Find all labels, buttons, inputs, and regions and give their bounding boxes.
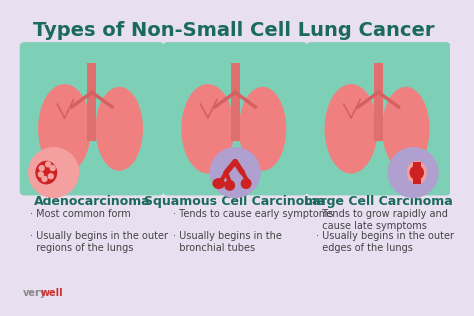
Text: · Tends to cause early symptoms: · Tends to cause early symptoms	[173, 209, 334, 219]
Text: very: very	[23, 288, 47, 298]
Text: · Most common form: · Most common form	[30, 209, 131, 219]
Text: · Tends to grow rapidly and
  cause late symptoms: · Tends to grow rapidly and cause late s…	[316, 209, 448, 231]
Text: Large Cell Carcinoma: Large Cell Carcinoma	[304, 195, 453, 208]
Text: Squamous Cell Carcinoma: Squamous Cell Carcinoma	[144, 195, 326, 208]
Bar	[87, 63, 97, 141]
Bar	[374, 63, 383, 141]
Text: well: well	[41, 288, 64, 298]
Bar	[231, 63, 240, 141]
Ellipse shape	[241, 178, 252, 189]
FancyBboxPatch shape	[306, 42, 450, 195]
Circle shape	[38, 165, 45, 171]
Text: Types of Non-Small Cell Lung Cancer: Types of Non-Small Cell Lung Cancer	[33, 21, 434, 40]
Circle shape	[37, 171, 44, 178]
Ellipse shape	[224, 180, 235, 191]
Text: · Usually begins in the
  bronchial tubes: · Usually begins in the bronchial tubes	[173, 231, 282, 252]
Bar	[413, 162, 421, 184]
Ellipse shape	[38, 84, 91, 173]
Ellipse shape	[182, 84, 234, 173]
FancyBboxPatch shape	[163, 42, 307, 195]
Circle shape	[410, 165, 424, 180]
Circle shape	[28, 147, 79, 198]
Circle shape	[41, 176, 48, 182]
Text: · Usually begins in the outer
  edges of the lungs: · Usually begins in the outer edges of t…	[316, 231, 455, 252]
Text: · Usually begins in the outer
  regions of the lungs: · Usually begins in the outer regions of…	[30, 231, 168, 252]
Ellipse shape	[382, 87, 429, 171]
Circle shape	[48, 173, 54, 179]
Ellipse shape	[36, 161, 57, 185]
Circle shape	[45, 161, 51, 167]
Ellipse shape	[239, 87, 286, 171]
Circle shape	[49, 165, 56, 171]
Text: Adenocarcinoma: Adenocarcinoma	[34, 195, 150, 208]
Ellipse shape	[212, 178, 225, 189]
Circle shape	[210, 147, 261, 198]
Circle shape	[388, 147, 438, 198]
Ellipse shape	[407, 161, 427, 185]
Ellipse shape	[325, 84, 377, 173]
Ellipse shape	[96, 87, 143, 171]
FancyBboxPatch shape	[20, 42, 164, 195]
